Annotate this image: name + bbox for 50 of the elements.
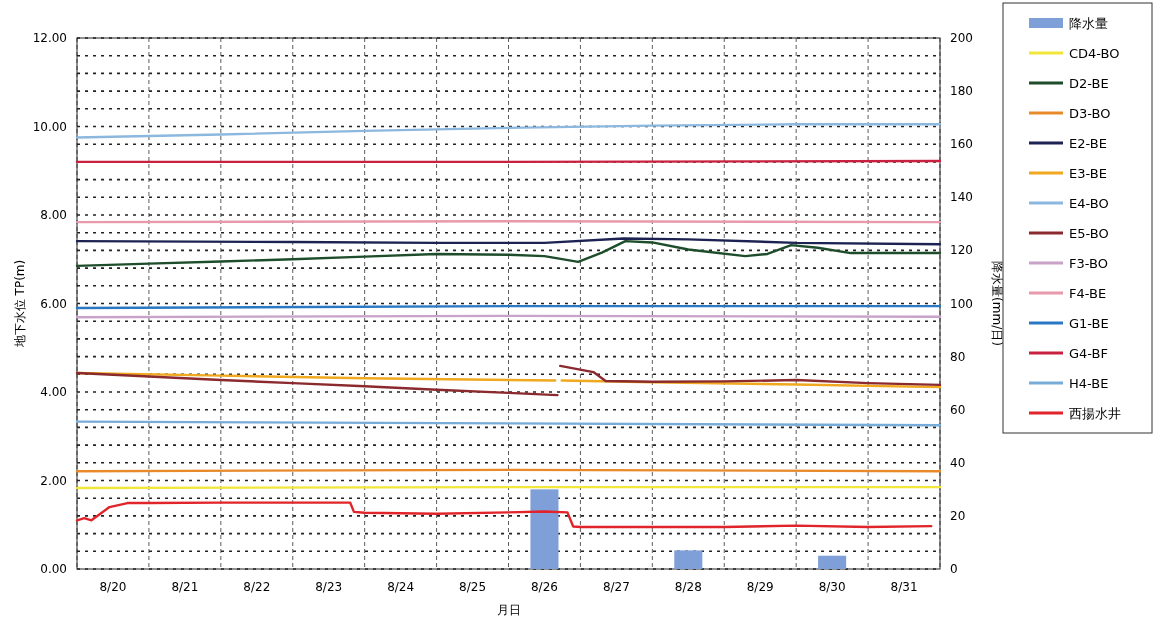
y2-tick-label: 40 (950, 455, 966, 470)
legend-label: G1-BE (1069, 316, 1109, 331)
y2-tick-label: 20 (950, 508, 966, 523)
legend-label: F4-BE (1069, 286, 1107, 301)
legend-label: E5-BO (1069, 226, 1109, 241)
x-tick-label: 8/23 (315, 580, 343, 594)
y2-tick-label: 160 (950, 137, 973, 152)
x-tick-label: 8/20 (99, 580, 127, 594)
x-tick-label: 8/27 (602, 580, 630, 594)
x-tick-label: 8/29 (746, 580, 774, 594)
y-tick-label: 0.00 (40, 562, 67, 576)
x-tick-label: 8/21 (171, 580, 199, 594)
y-tick-label: 8.00 (40, 208, 67, 222)
x-tick-label: 8/31 (890, 580, 918, 594)
y2-tick-label: 180 (950, 84, 973, 99)
x-tick-label: 8/22 (243, 580, 271, 594)
y2-tick-label: 0 (950, 562, 958, 576)
legend-label: CD4-BO (1069, 46, 1120, 61)
x-tick-label: 8/24 (387, 580, 415, 594)
y2-axis-title: 降水量(mm/日) (990, 261, 1004, 346)
y2-tick-label: 200 (950, 31, 973, 45)
x-tick-label: 8/28 (674, 580, 702, 594)
y-tick-label: 2.00 (40, 473, 67, 488)
legend-label: G4-BF (1069, 346, 1108, 361)
y2-tick-label: 140 (950, 190, 973, 205)
x-tick-label: 8/25 (459, 580, 487, 594)
y-tick-label: 4.00 (40, 385, 67, 399)
y-axis-title: 地下水位 TP(m) (13, 259, 27, 349)
bar (530, 489, 559, 569)
bar (674, 550, 703, 569)
legend-label: 降水量 (1069, 16, 1108, 31)
legend-label: 西揚水井 (1069, 406, 1121, 421)
y-tick-label: 10.00 (32, 119, 67, 134)
legend-label: H4-BE (1069, 376, 1109, 391)
y-tick-label: 6.00 (40, 296, 67, 311)
bar (818, 555, 847, 569)
legend-label: E3-BE (1069, 166, 1107, 181)
y2-tick-label: 80 (950, 349, 966, 364)
y2-tick-label: 60 (950, 402, 966, 417)
legend-label: F3-BO (1069, 256, 1108, 271)
legend-label: E4-BO (1069, 196, 1109, 211)
x-axis-title: 月日 (496, 603, 521, 617)
y2-tick-label: 100 (950, 296, 973, 311)
legend-label: D2-BE (1069, 76, 1109, 91)
y2-tick-label: 120 (950, 243, 973, 258)
x-tick-label: 8/26 (530, 580, 558, 594)
legend-label: E2-BE (1069, 136, 1107, 151)
legend-label: D3-BO (1069, 106, 1111, 121)
x-tick-label: 8/30 (818, 580, 846, 594)
y-tick-label: 12.00 (32, 31, 67, 45)
